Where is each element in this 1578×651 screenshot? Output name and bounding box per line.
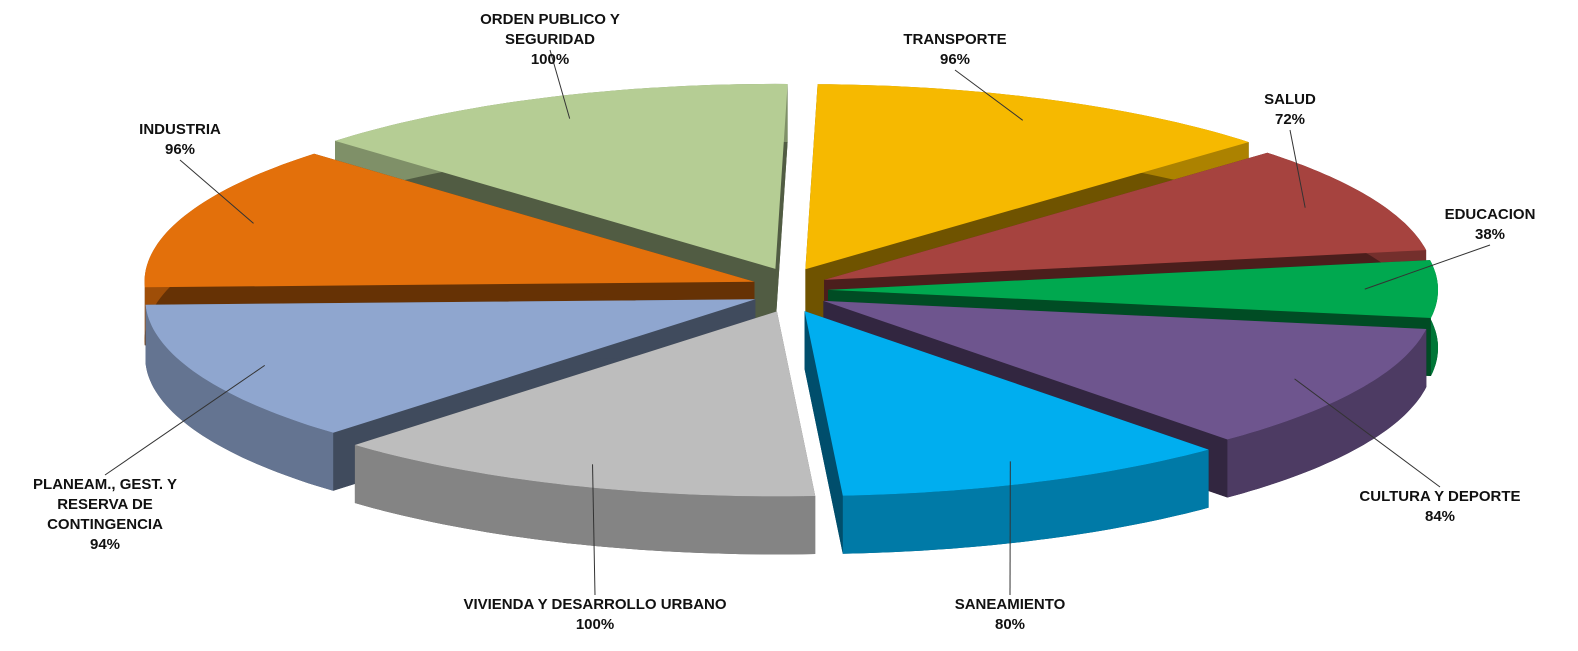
slice-wall xyxy=(804,311,843,554)
category-label: PLANEAM., GEST. Y RESERVA DE CONTINGENCI… xyxy=(33,476,177,533)
data-label: SALUD 72% xyxy=(1170,90,1410,130)
leader-line xyxy=(954,69,1024,121)
value-label: 80% xyxy=(994,616,1026,633)
value-label: 100% xyxy=(530,51,570,68)
category-label: SALUD xyxy=(1264,91,1316,108)
slice-rim xyxy=(1227,329,1427,498)
data-label: SANEAMIENTO 80% xyxy=(890,595,1130,635)
data-label: CULTURA Y DEPORTE 84% xyxy=(1320,487,1560,527)
category-label: TRANSPORTE xyxy=(903,31,1007,48)
data-label: ORDEN PUBLICO Y SEGURIDAD 100% xyxy=(450,10,650,70)
category-label: EDUCACION xyxy=(1444,206,1536,223)
slice xyxy=(354,311,816,497)
category-label: ORDEN PUBLICO Y SEGURIDAD xyxy=(480,11,620,48)
data-label: PLANEAM., GEST. Y RESERVA DE CONTINGENCI… xyxy=(5,475,205,555)
data-label: EDUCACION 38% xyxy=(1370,205,1578,245)
slice-wall xyxy=(775,84,788,327)
slice xyxy=(335,83,788,269)
value-label: 96% xyxy=(939,51,971,68)
leader-line xyxy=(592,464,596,596)
leader-line xyxy=(1289,129,1306,208)
data-label: INDUSTRIA 96% xyxy=(60,120,300,160)
slice-rim xyxy=(354,445,816,555)
leader-line xyxy=(1364,244,1491,290)
slice xyxy=(824,152,1427,280)
value-label: 38% xyxy=(1474,226,1506,243)
leader-line xyxy=(1294,378,1441,488)
slice xyxy=(145,299,756,433)
category-label: SANEAMIENTO xyxy=(954,596,1066,613)
category-label: CULTURA Y DEPORTE xyxy=(1359,488,1521,505)
slice xyxy=(804,311,1209,496)
data-label: VIVIENDA Y DESARROLLO URBANO 100% xyxy=(445,595,745,635)
slice xyxy=(828,260,1438,318)
value-label: 96% xyxy=(164,141,196,158)
slice xyxy=(823,300,1427,440)
slice-rim xyxy=(842,449,1209,554)
data-label: TRANSPORTE 96% xyxy=(835,30,1075,70)
value-label: 94% xyxy=(89,536,121,553)
category-label: VIVIENDA Y DESARROLLO URBANO xyxy=(463,596,727,613)
leader-line xyxy=(179,159,254,224)
value-label: 100% xyxy=(575,616,615,633)
leader-line xyxy=(549,49,571,119)
slice-rim xyxy=(145,304,334,491)
category-label: INDUSTRIA xyxy=(139,121,221,138)
value-label: 84% xyxy=(1424,508,1456,525)
leader-line xyxy=(104,364,266,476)
slice xyxy=(805,84,1249,270)
slice xyxy=(144,153,755,288)
value-label: 72% xyxy=(1274,111,1306,128)
